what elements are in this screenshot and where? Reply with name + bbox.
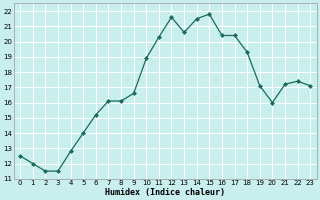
X-axis label: Humidex (Indice chaleur): Humidex (Indice chaleur) [105, 188, 225, 197]
